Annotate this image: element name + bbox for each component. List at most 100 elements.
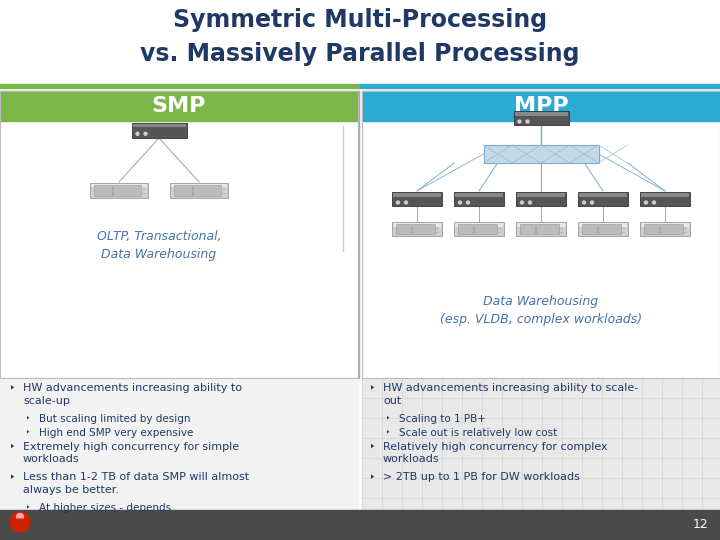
Circle shape (459, 201, 462, 204)
Circle shape (652, 201, 655, 204)
Bar (520, 224, 535, 234)
Text: HW advancements increasing ability to scale-
out: HW advancements increasing ability to sc… (383, 383, 638, 406)
Polygon shape (11, 474, 14, 479)
Bar (0, 84, 360, 88)
Bar (393, 223, 441, 226)
Bar (578, 222, 628, 236)
Bar (0, 378, 358, 530)
Bar (455, 223, 503, 226)
Bar (362, 378, 720, 530)
Circle shape (590, 201, 593, 204)
Bar (360, 84, 720, 88)
Circle shape (10, 512, 30, 532)
Bar (396, 224, 410, 234)
Text: Extremely high concurrency for simple
workloads: Extremely high concurrency for simple wo… (23, 442, 239, 464)
Bar (91, 184, 147, 187)
Polygon shape (387, 430, 390, 434)
Polygon shape (371, 474, 374, 479)
Bar (0, 510, 720, 540)
Text: Data Warehousing
(esp. VLDB, complex workloads): Data Warehousing (esp. VLDB, complex wor… (440, 295, 642, 326)
Bar (0, 91, 358, 378)
Bar (193, 185, 220, 195)
Circle shape (528, 201, 531, 204)
Text: HW advancements increasing ability to
scale-up: HW advancements increasing ability to sc… (23, 383, 242, 406)
Bar (641, 193, 689, 197)
Circle shape (526, 120, 529, 123)
Bar (113, 185, 140, 195)
Text: Less than 1-2 TB of data SMP will almost
always be better.: Less than 1-2 TB of data SMP will almost… (23, 472, 249, 495)
Circle shape (467, 201, 469, 204)
Text: MPP: MPP (513, 96, 568, 116)
Circle shape (144, 132, 147, 135)
Circle shape (518, 120, 521, 123)
Bar (513, 111, 569, 125)
Circle shape (136, 132, 139, 135)
Bar (578, 192, 628, 206)
Bar (455, 193, 503, 197)
Polygon shape (11, 444, 14, 448)
Bar (132, 123, 186, 138)
Bar (517, 193, 565, 197)
Circle shape (17, 514, 24, 521)
Text: OLTP, Transactional,
Data Warehousing: OLTP, Transactional, Data Warehousing (96, 230, 221, 261)
Bar (90, 183, 148, 198)
Bar (174, 185, 192, 195)
Bar (517, 223, 565, 226)
Bar (454, 192, 504, 206)
Bar (644, 224, 659, 234)
Text: Symmetric Multi-Processing: Symmetric Multi-Processing (173, 8, 547, 32)
Circle shape (405, 201, 408, 204)
Bar (170, 183, 228, 198)
Bar (641, 223, 689, 226)
Polygon shape (27, 430, 30, 434)
Text: SMP: SMP (152, 96, 206, 116)
Text: At higher sizes - depends: At higher sizes - depends (39, 503, 171, 513)
Bar (516, 192, 566, 206)
Polygon shape (387, 416, 390, 420)
Bar (598, 224, 621, 234)
Text: Relatively high concurrency for complex
workloads: Relatively high concurrency for complex … (383, 442, 608, 464)
Bar (362, 91, 720, 378)
Bar (454, 222, 504, 236)
Text: Scaling to 1 PB+: Scaling to 1 PB+ (399, 414, 486, 423)
Bar (0, 91, 358, 378)
Text: But scaling limited by design: But scaling limited by design (39, 414, 191, 423)
Bar (132, 124, 186, 127)
Bar (536, 224, 559, 234)
Text: Scale out is relatively low cost: Scale out is relatively low cost (399, 428, 557, 437)
Bar (579, 193, 627, 197)
Bar (484, 145, 598, 163)
Bar (660, 224, 683, 234)
Bar (362, 91, 720, 378)
Bar (640, 222, 690, 236)
Bar (640, 192, 690, 206)
Polygon shape (27, 416, 30, 420)
Bar (579, 223, 627, 226)
Circle shape (644, 201, 647, 204)
Bar (515, 112, 567, 116)
Text: 12: 12 (692, 518, 708, 531)
Bar (171, 184, 227, 187)
FancyBboxPatch shape (14, 518, 25, 525)
Bar (412, 224, 435, 234)
Polygon shape (27, 505, 30, 509)
Circle shape (582, 201, 585, 204)
Polygon shape (11, 385, 14, 390)
Polygon shape (371, 385, 374, 390)
Bar (392, 222, 442, 236)
Bar (458, 224, 473, 234)
Circle shape (521, 201, 523, 204)
Bar (516, 222, 566, 236)
Bar (94, 185, 112, 195)
Text: High end SMP very expensive: High end SMP very expensive (39, 428, 194, 437)
Bar (582, 224, 597, 234)
Bar (0, 91, 358, 121)
Circle shape (397, 201, 400, 204)
Text: vs. Massively Parallel Processing: vs. Massively Parallel Processing (140, 42, 580, 66)
Bar (362, 91, 720, 121)
Polygon shape (371, 444, 374, 448)
Bar (393, 193, 441, 197)
Text: > 2TB up to 1 PB for DW workloads: > 2TB up to 1 PB for DW workloads (383, 472, 580, 482)
Bar (392, 192, 442, 206)
Bar (474, 224, 497, 234)
